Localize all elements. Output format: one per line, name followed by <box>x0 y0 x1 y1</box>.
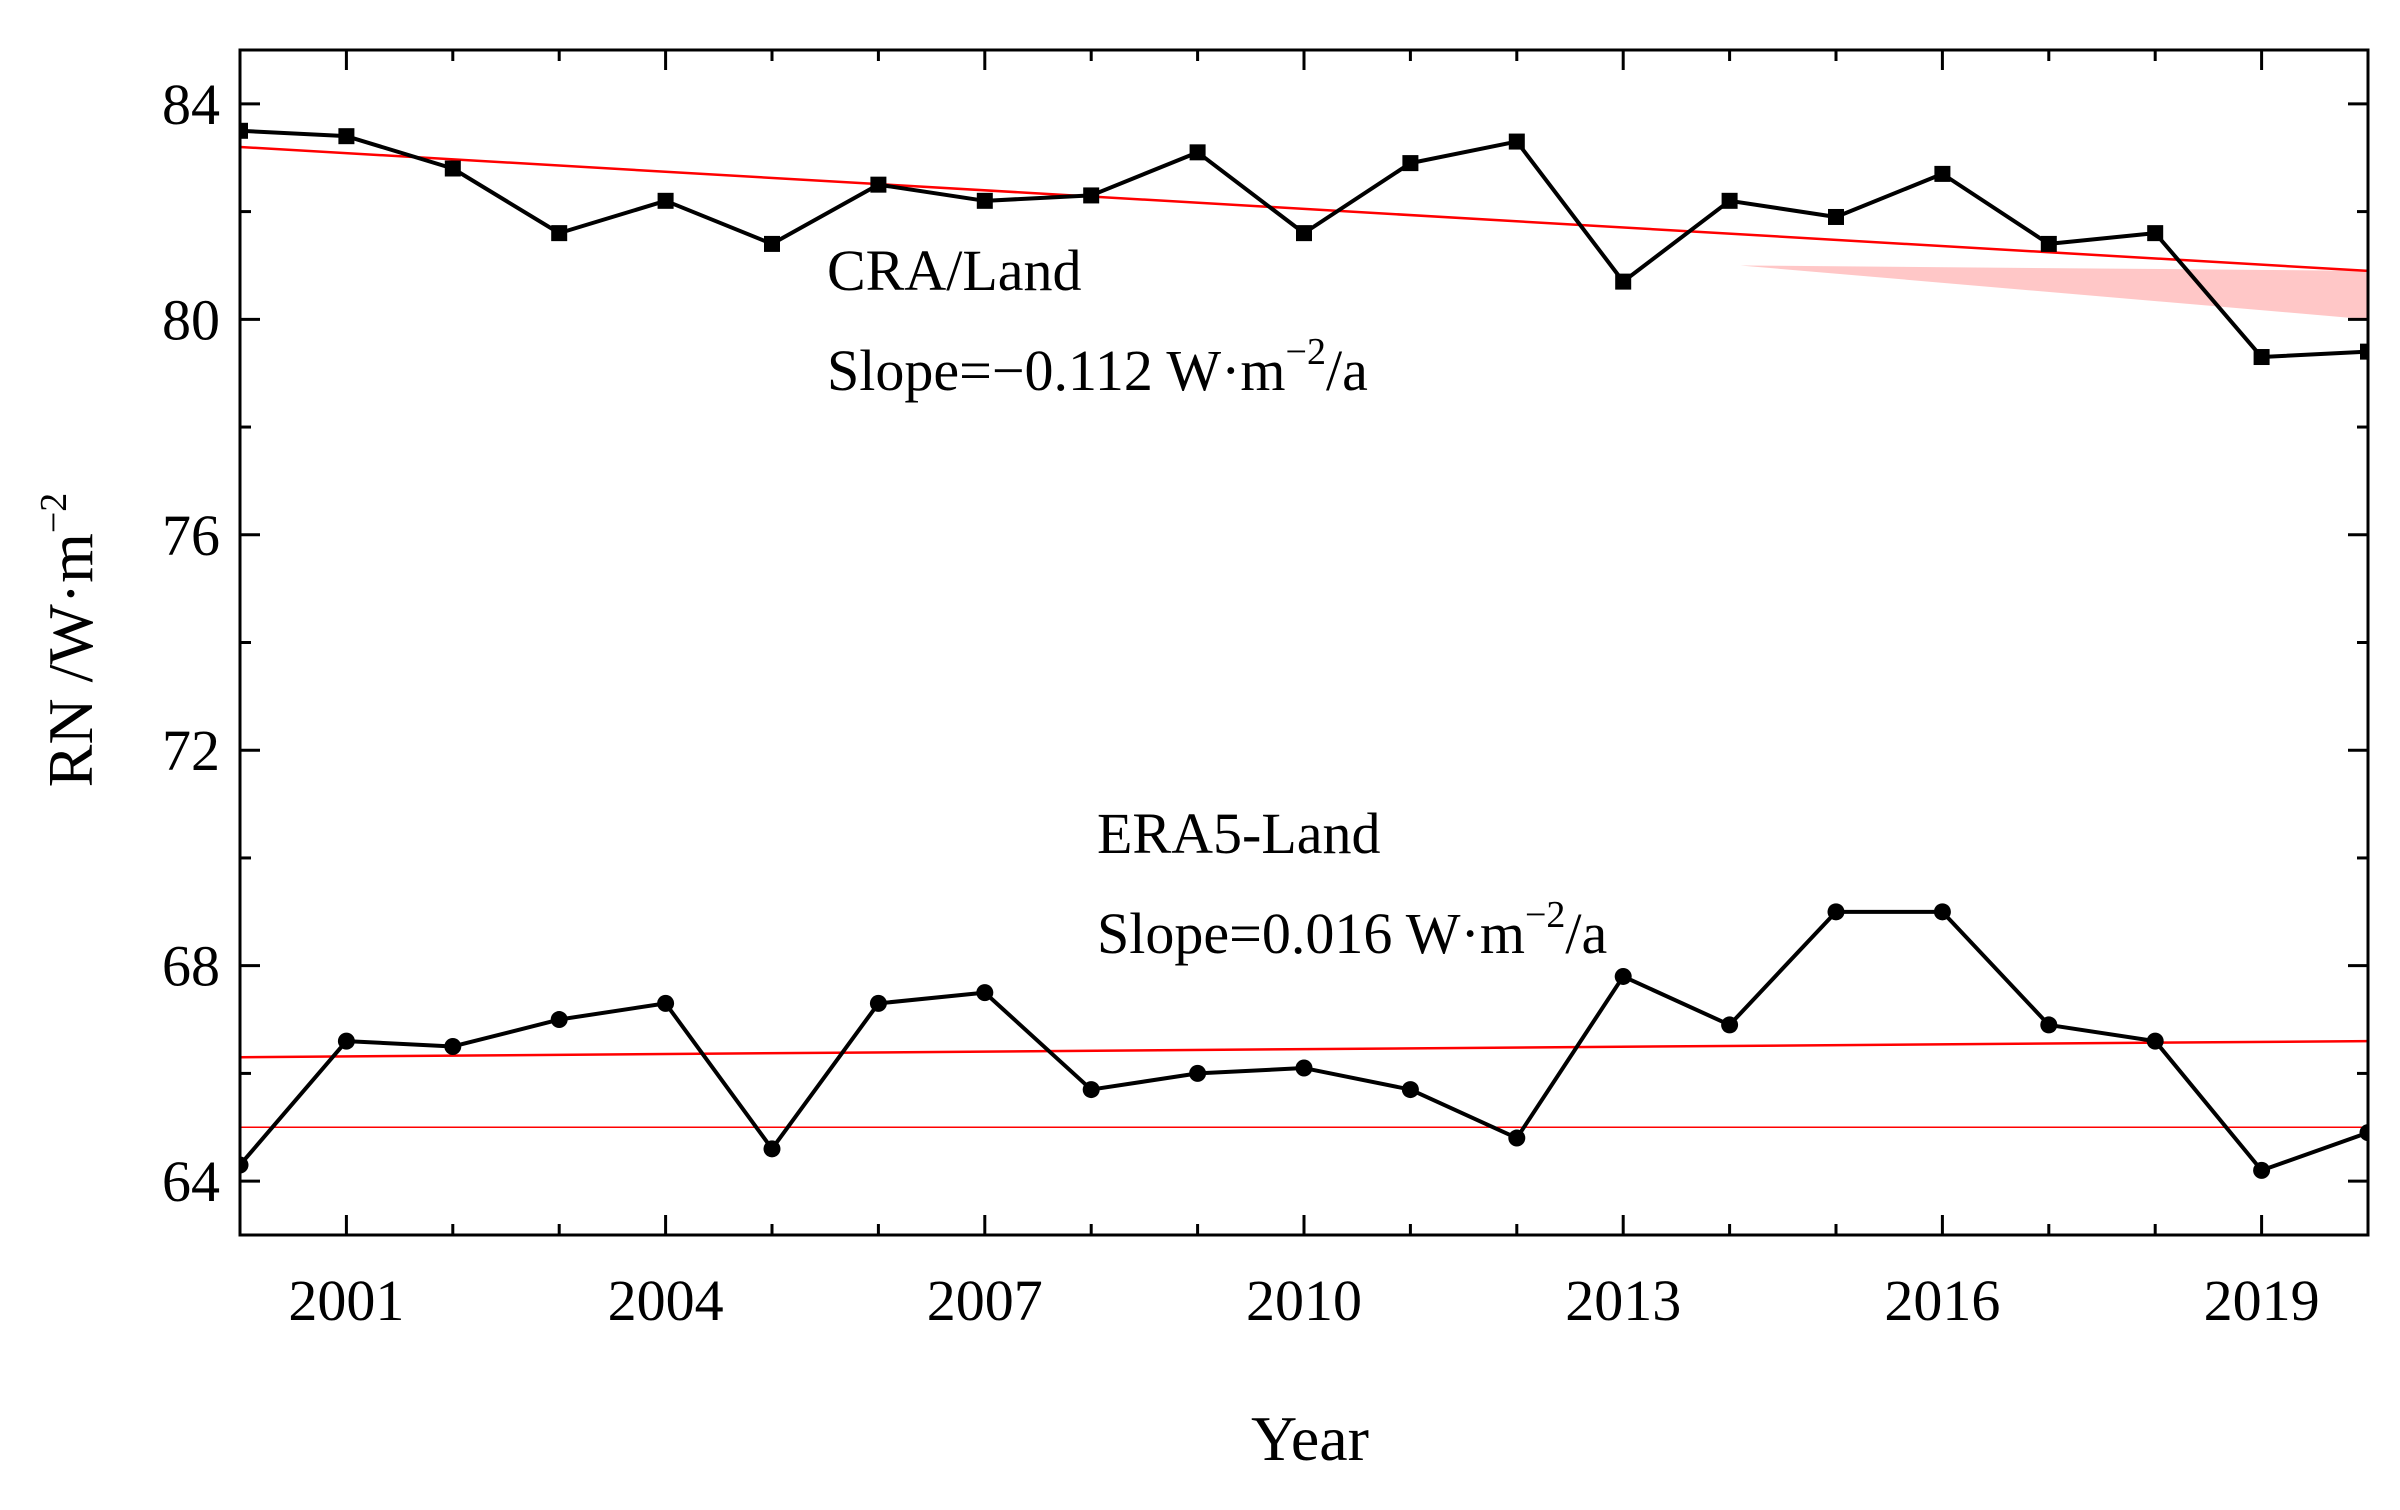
point-era5-land <box>1933 903 1951 921</box>
x-axis: 2001 2004 2007 2010 2013 2016 2019 <box>238 50 2370 1333</box>
point-cra-land <box>240 122 248 139</box>
plot-area <box>240 122 2368 1179</box>
cra-slope: Slope=−0.112 W·m−2/a <box>827 331 1368 403</box>
point-cra-land <box>1721 192 1738 209</box>
point-cra-land <box>444 160 461 177</box>
point-era5-land <box>1295 1059 1313 1077</box>
cra-label: CRA/Land <box>827 238 1082 303</box>
point-cra-land <box>1934 165 1951 182</box>
point-cra-land <box>764 235 780 252</box>
shaded-band <box>1740 265 2368 320</box>
x-tick-label: 2016 <box>1884 1268 2000 1333</box>
point-era5-land <box>1508 1129 1526 1147</box>
point-era5-land <box>240 1156 249 1174</box>
point-cra-land <box>976 192 993 209</box>
x-tick-label: 2007 <box>927 1268 1043 1333</box>
point-era5-land <box>1401 1081 1419 1099</box>
point-cra-land <box>657 192 674 209</box>
x-tick-label: 2019 <box>2204 1268 2320 1333</box>
point-cra-land <box>551 225 568 242</box>
point-cra-land <box>1508 133 1525 150</box>
point-era5-land <box>657 994 675 1012</box>
point-cra-land <box>2360 343 2368 360</box>
point-era5-land <box>2146 1032 2164 1050</box>
point-cra-land <box>2040 235 2057 252</box>
point-era5-land <box>337 1032 355 1050</box>
x-axis-title: Year <box>1251 1403 1369 1474</box>
point-era5-land <box>1189 1064 1207 1082</box>
point-cra-land <box>1615 273 1632 290</box>
y-tick-label: 84 <box>162 72 220 137</box>
trend-line-cra-land <box>240 145 2368 273</box>
trend-line-era5-land <box>240 1039 2368 1059</box>
y-axis: 64 68 72 76 80 84 <box>162 72 2368 1214</box>
point-era5-land <box>2359 1124 2368 1142</box>
y-tick-label: 68 <box>162 934 220 999</box>
era-label: ERA5-Land <box>1097 801 1381 866</box>
point-era5-land <box>444 1037 462 1055</box>
point-cra-land <box>1296 225 1312 242</box>
y-tick-label: 64 <box>162 1149 220 1214</box>
y-tick-label: 76 <box>162 503 220 568</box>
point-cra-land <box>338 128 355 145</box>
point-era5-land <box>1082 1081 1100 1099</box>
point-cra-land <box>1402 155 1419 172</box>
y-tick-label: 72 <box>162 718 220 783</box>
point-era5-land <box>976 984 994 1002</box>
point-cra-land <box>1189 144 1206 161</box>
point-era5-land <box>763 1140 781 1158</box>
plot-frame <box>238 48 2370 1237</box>
point-cra-land <box>2253 349 2270 366</box>
point-cra-land <box>1083 187 1100 204</box>
point-cra-land <box>870 176 887 193</box>
point-cra-land <box>2147 225 2164 242</box>
x-tick-label: 2004 <box>608 1268 724 1333</box>
y-tick-label: 80 <box>162 287 220 352</box>
point-era5-land <box>1827 903 1845 921</box>
point-era5-land <box>2253 1161 2271 1179</box>
point-era5-land <box>2040 1016 2058 1034</box>
point-cra-land <box>1828 208 1844 225</box>
y-axis-title: RN /W·m−2 <box>33 493 106 788</box>
point-era5-land <box>550 1011 568 1029</box>
point-era5-land <box>1614 967 1632 985</box>
x-tick-label: 2001 <box>288 1268 404 1333</box>
point-era5-land <box>1721 1016 1739 1034</box>
y-axis-title-sup: −2 <box>33 493 75 533</box>
y-axis-title-main: RN /W·m <box>35 533 106 787</box>
point-era5-land <box>869 994 887 1012</box>
era-slope: Slope=0.016 W·m−2/a <box>1097 894 1607 966</box>
x-tick-label: 2010 <box>1246 1268 1362 1333</box>
x-tick-label: 2013 <box>1565 1268 1681 1333</box>
